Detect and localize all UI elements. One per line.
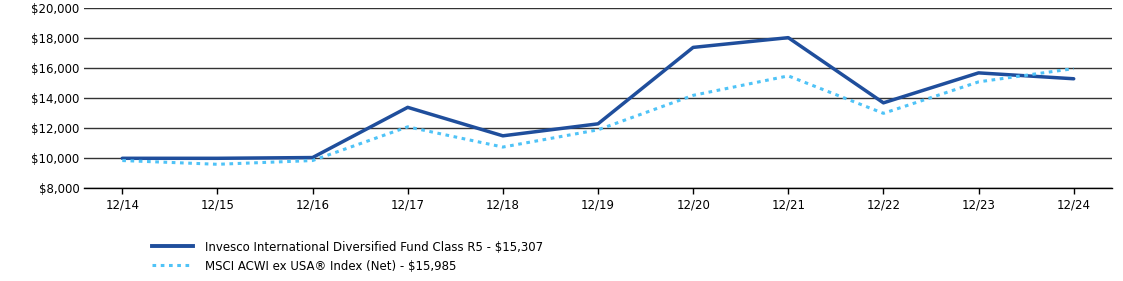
- Legend: Invesco International Diversified Fund Class R5 - $15,307, MSCI ACWI ex USA® Ind: Invesco International Diversified Fund C…: [152, 241, 544, 273]
